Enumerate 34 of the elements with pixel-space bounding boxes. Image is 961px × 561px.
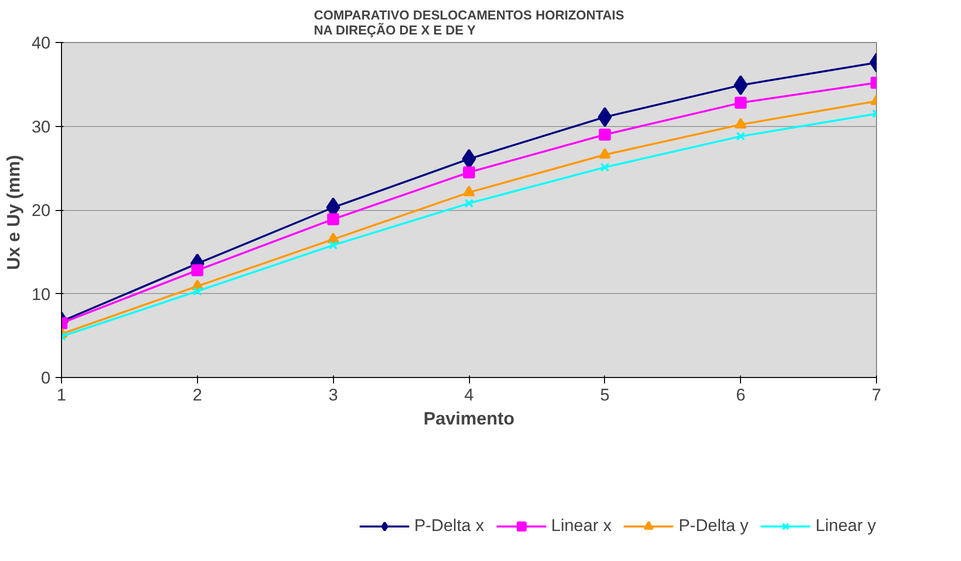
legend-label: P-Delta x — [414, 516, 484, 536]
y-tick-label: 20 — [32, 201, 51, 220]
x-tick-label: 2 — [192, 386, 202, 404]
point — [463, 166, 475, 178]
y-tick-label: 40 — [32, 34, 51, 52]
point — [464, 198, 474, 208]
x-tick-label: 1 — [56, 386, 66, 404]
y-tick-label: 30 — [32, 117, 51, 136]
x-tick-label: 3 — [328, 386, 338, 404]
x-tick-label: 7 — [872, 386, 882, 404]
x-axis-title: Pavimento — [423, 408, 515, 428]
point — [598, 148, 611, 159]
legend-label: Linear y — [816, 516, 876, 536]
point — [734, 96, 747, 109]
point — [191, 264, 204, 276]
y-tick-label: 0 — [41, 368, 51, 388]
point — [328, 240, 338, 250]
chart-title: COMPARATIVO DESLOCAMENTOS HORIZONTAIS NA DIREÇÃO DE X E DE Y — [314, 8, 624, 38]
x-tick-label: 5 — [600, 386, 610, 404]
x-tick-label: 4 — [464, 386, 474, 404]
y-tick-label: 10 — [32, 284, 51, 304]
point — [600, 162, 610, 172]
point — [327, 213, 340, 226]
point — [463, 186, 475, 196]
y-axis-title: Ux e Uy (mm) — [4, 154, 24, 270]
point — [736, 132, 746, 141]
point — [598, 128, 611, 141]
point — [192, 286, 202, 296]
point — [598, 107, 612, 128]
point — [734, 75, 748, 96]
legend-label: P-Delta y — [678, 516, 749, 536]
x-tick-label: 6 — [736, 386, 746, 404]
legend-label: Linear x — [551, 516, 612, 536]
point — [734, 118, 747, 128]
